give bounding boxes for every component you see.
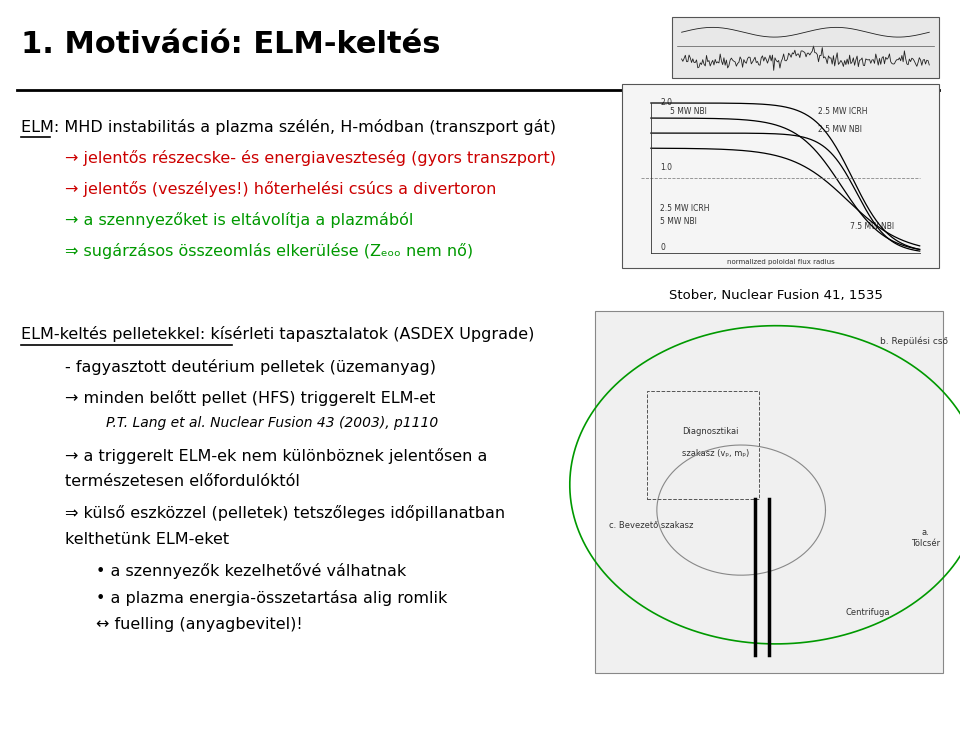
Text: 5 MW NBI: 5 MW NBI bbox=[670, 107, 707, 116]
Text: - fagyasztott deutérium pelletek (üzemanyag): - fagyasztott deutérium pelletek (üzeman… bbox=[65, 359, 436, 375]
Text: ELM: MHD instabilitás a plazma szélén, H-módban (transzport gát): ELM: MHD instabilitás a plazma szélén, H… bbox=[21, 119, 556, 135]
Text: ⇒ külső eszközzel (pelletek) tetszőleges időpillanatban: ⇒ külső eszközzel (pelletek) tetszőleges… bbox=[65, 505, 505, 522]
Text: c. Bevezető szakasz: c. Bevezető szakasz bbox=[609, 521, 693, 530]
Text: • a plazma energia-összetartása alig romlik: • a plazma energia-összetartása alig rom… bbox=[96, 590, 447, 606]
Text: normalized poloidal flux radius: normalized poloidal flux radius bbox=[727, 259, 834, 265]
Text: kelthetünk ELM-eket: kelthetünk ELM-eket bbox=[65, 532, 229, 547]
Text: 2.5 MW ICRH: 2.5 MW ICRH bbox=[660, 204, 709, 213]
Bar bbox=[672, 17, 939, 78]
Text: 2.5 MW ICRH: 2.5 MW ICRH bbox=[819, 107, 868, 116]
Text: ELM-keltés pelletekkel: kísérleti tapasztalatok (ASDEX Upgrade): ELM-keltés pelletekkel: kísérleti tapasz… bbox=[21, 326, 535, 342]
Text: → a szennyezőket is eltávolítja a plazmából: → a szennyezőket is eltávolítja a plazmá… bbox=[65, 212, 414, 228]
Text: 0: 0 bbox=[660, 243, 665, 252]
Text: Diagnosztikai: Diagnosztikai bbox=[682, 427, 738, 436]
Text: → minden belőtt pellet (HFS) triggerelt ELM-et: → minden belőtt pellet (HFS) triggerelt … bbox=[65, 390, 436, 406]
Text: b. Repülési cső: b. Repülési cső bbox=[880, 336, 948, 346]
Text: → jelentős részecske- és energiaveszteség (gyors transzport): → jelentős részecske- és energiavesztesé… bbox=[65, 150, 556, 166]
Text: 5 MW NBI: 5 MW NBI bbox=[660, 217, 697, 226]
Text: Stober, Nuclear Fusion 41, 1535: Stober, Nuclear Fusion 41, 1535 bbox=[669, 289, 882, 302]
Bar bbox=[595, 311, 943, 673]
Text: → a triggerelt ELM-ek nem különböznek jelentősen a: → a triggerelt ELM-ek nem különböznek je… bbox=[65, 448, 488, 464]
Text: ⇒ sugárzásos összeomlás elkerülése (Zₑₒₒ nem nő): ⇒ sugárzásos összeomlás elkerülése (Zₑₒₒ… bbox=[65, 243, 473, 259]
Bar bbox=[622, 84, 939, 268]
Text: a.
Tölcsér: a. Tölcsér bbox=[911, 528, 940, 548]
Text: 7.5 MW NBI: 7.5 MW NBI bbox=[851, 222, 895, 231]
Text: 1.0: 1.0 bbox=[660, 163, 672, 172]
Text: P.T. Lang et al. Nuclear Fusion 43 (2003), p1110: P.T. Lang et al. Nuclear Fusion 43 (2003… bbox=[106, 416, 438, 431]
Text: természetesen előfordulóktól: természetesen előfordulóktól bbox=[65, 474, 300, 489]
Text: szakasz (vₚ, mₚ): szakasz (vₚ, mₚ) bbox=[682, 448, 750, 458]
Bar bbox=[647, 391, 758, 499]
Text: • a szennyezők kezelhetővé válhatnak: • a szennyezők kezelhetővé válhatnak bbox=[96, 563, 406, 579]
Text: 1. Motiváció: ELM-keltés: 1. Motiváció: ELM-keltés bbox=[21, 30, 441, 59]
Text: ↔ fuelling (anyagbevitel)!: ↔ fuelling (anyagbevitel)! bbox=[96, 617, 302, 631]
Text: 2.0: 2.0 bbox=[660, 98, 672, 107]
Text: 2.5 MW NBI: 2.5 MW NBI bbox=[819, 125, 862, 134]
Text: Centrifuga: Centrifuga bbox=[846, 608, 890, 617]
Text: → jelentős (veszélyes!) hőterhelési csúcs a divertoron: → jelentős (veszélyes!) hőterhelési csúc… bbox=[65, 181, 496, 197]
